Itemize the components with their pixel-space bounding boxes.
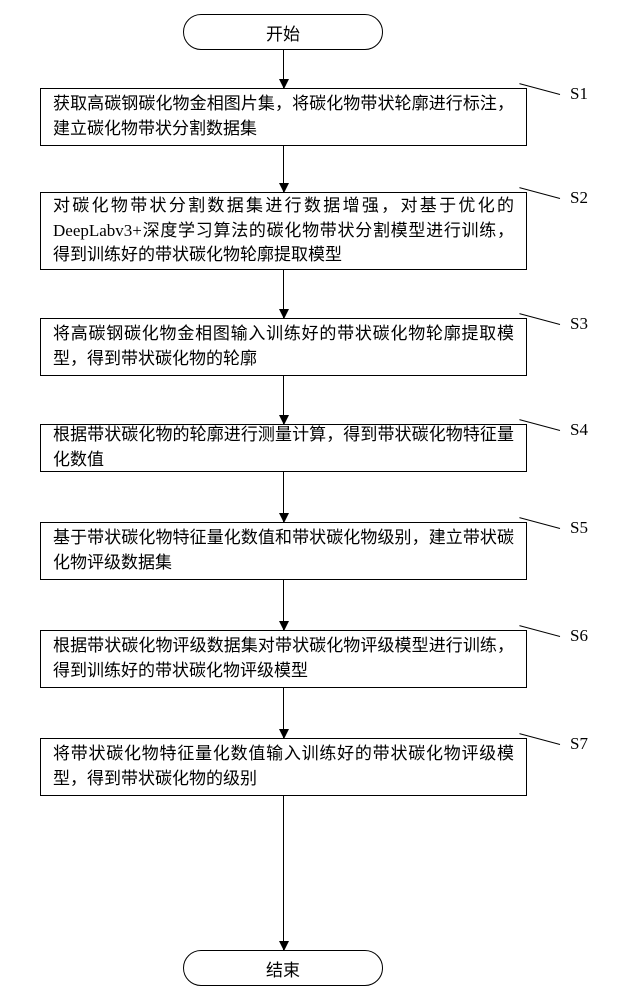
arrow bbox=[283, 270, 284, 318]
arrow bbox=[283, 50, 284, 88]
process-text: 对碳化物带状分割数据集进行数据增强，对基于优化的DeepLabv3+深度学习算法… bbox=[53, 194, 514, 268]
process-text: 获取高碳钢碳化物金相图片集，将碳化物带状轮廓进行标注，建立碳化物带状分割数据集 bbox=[53, 92, 514, 141]
process-step-5: 基于带状碳化物特征量化数值和带状碳化物级别，建立带状碳化物评级数据集 bbox=[40, 522, 527, 580]
process-step-1: 获取高碳钢碳化物金相图片集，将碳化物带状轮廓进行标注，建立碳化物带状分割数据集 bbox=[40, 88, 527, 146]
terminator-end-label: 结束 bbox=[266, 956, 300, 981]
arrow bbox=[283, 472, 284, 522]
process-text: 将带状碳化物特征量化数值输入训练好的带状碳化物评级模型，得到带状碳化物的级别 bbox=[53, 742, 514, 791]
process-step-7: 将带状碳化物特征量化数值输入训练好的带状碳化物评级模型，得到带状碳化物的级别 bbox=[40, 738, 527, 796]
step-label-s4: S4 bbox=[570, 420, 588, 440]
process-text: 根据带状碳化物的轮廓进行测量计算，得到带状碳化物特征量化数值 bbox=[53, 423, 514, 472]
arrow bbox=[283, 580, 284, 630]
terminator-end: 结束 bbox=[183, 950, 383, 986]
arrow bbox=[283, 376, 284, 424]
process-step-3: 将高碳钢碳化物金相图输入训练好的带状碳化物轮廓提取模型，得到带状碳化物的轮廓 bbox=[40, 318, 527, 376]
step-label-s6: S6 bbox=[570, 626, 588, 646]
step-label-s5: S5 bbox=[570, 518, 588, 538]
flowchart-container: 开始 获取高碳钢碳化物金相图片集，将碳化物带状轮廓进行标注，建立碳化物带状分割数… bbox=[0, 0, 623, 1000]
step-label-s3: S3 bbox=[570, 314, 588, 334]
step-label-s1: S1 bbox=[570, 84, 588, 104]
process-text: 将高碳钢碳化物金相图输入训练好的带状碳化物轮廓提取模型，得到带状碳化物的轮廓 bbox=[53, 322, 514, 371]
terminator-start-label: 开始 bbox=[266, 20, 300, 45]
process-step-6: 根据带状碳化物评级数据集对带状碳化物评级模型进行训练，得到训练好的带状碳化物评级… bbox=[40, 630, 527, 688]
process-step-4: 根据带状碳化物的轮廓进行测量计算，得到带状碳化物特征量化数值 bbox=[40, 424, 527, 472]
process-step-2: 对碳化物带状分割数据集进行数据增强，对基于优化的DeepLabv3+深度学习算法… bbox=[40, 192, 527, 270]
arrow bbox=[283, 688, 284, 738]
process-text: 基于带状碳化物特征量化数值和带状碳化物级别，建立带状碳化物评级数据集 bbox=[53, 526, 514, 575]
terminator-start: 开始 bbox=[183, 14, 383, 50]
step-label-s7: S7 bbox=[570, 734, 588, 754]
arrow bbox=[283, 796, 284, 950]
arrow bbox=[283, 146, 284, 192]
step-label-s2: S2 bbox=[570, 188, 588, 208]
process-text: 根据带状碳化物评级数据集对带状碳化物评级模型进行训练，得到训练好的带状碳化物评级… bbox=[53, 634, 514, 683]
